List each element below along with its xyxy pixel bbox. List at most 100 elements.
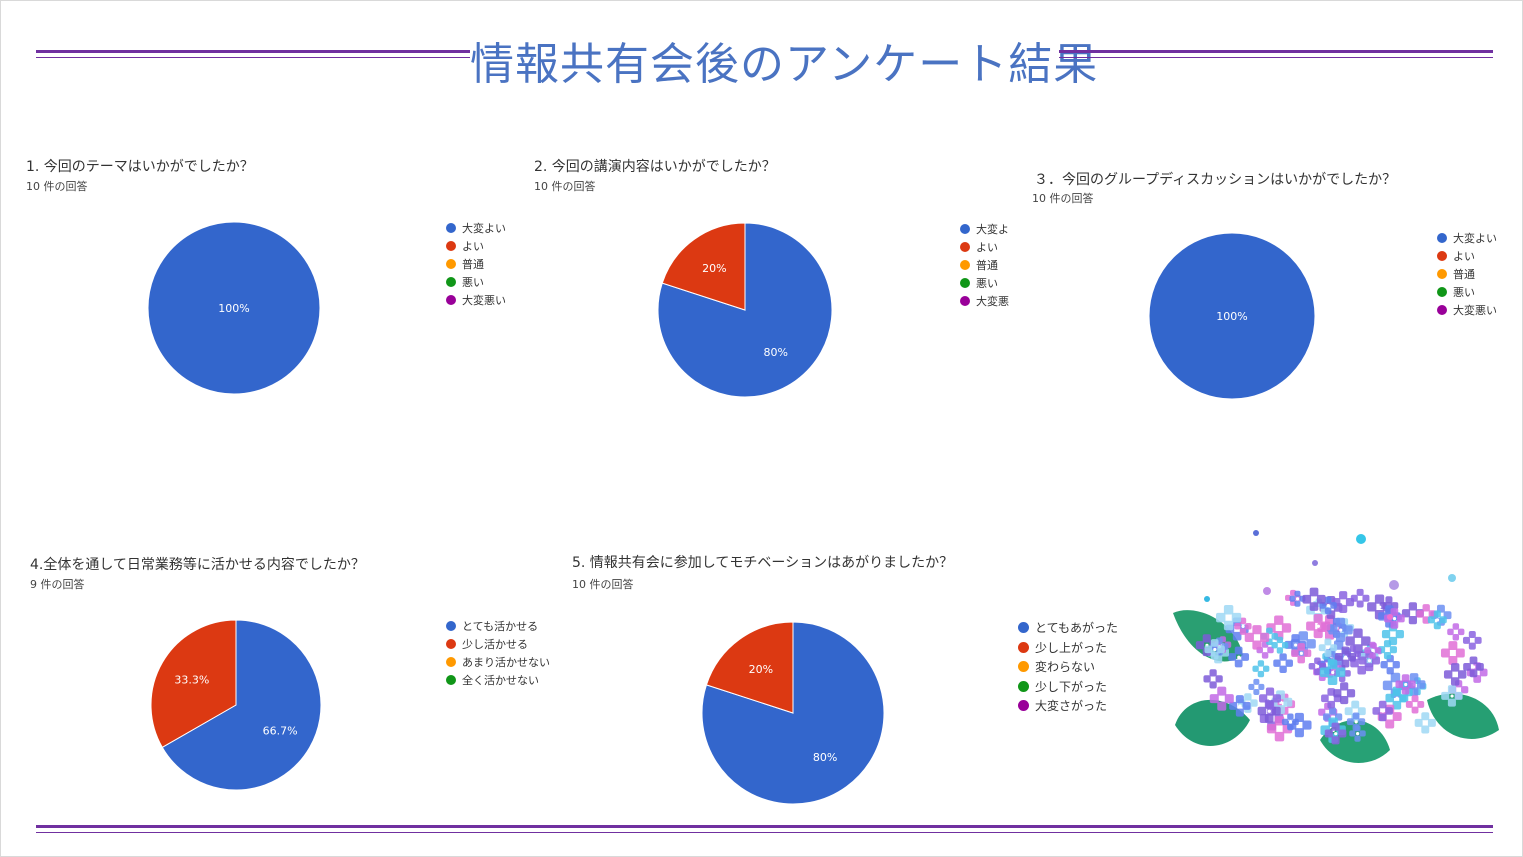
pie-slice-0 — [161, 619, 322, 791]
legend-swatch-icon — [960, 260, 970, 270]
legend-swatch-icon — [446, 223, 456, 233]
legend-label: 大変悪 — [976, 295, 1009, 308]
pie-label-1: 20% — [702, 262, 726, 275]
hydrangea-illustration — [1173, 530, 1499, 763]
pie-label-0: 80% — [813, 751, 837, 764]
legend-item: 大変よ — [960, 220, 1009, 238]
legend-label: あまり活かせない — [462, 656, 550, 669]
legend-swatch-icon — [1018, 680, 1029, 692]
legend-label: 大変さがった — [1035, 699, 1108, 714]
title-rule-right-bottom — [1059, 57, 1493, 58]
legend-label: 大変よ — [976, 223, 1009, 236]
pie-slice-0 — [147, 221, 321, 395]
survey-2-pie-chart: 80% 20% — [657, 222, 833, 398]
legend-item: 大変よい — [446, 219, 506, 237]
survey-2-response-count: 10 件の回答 — [534, 180, 596, 193]
legend-item: 大変さがった — [1018, 696, 1118, 716]
legend-item: とても活かせる — [446, 617, 550, 635]
survey-5-pie-chart: 80% 20% — [701, 621, 885, 805]
title-rule-left-bottom — [36, 57, 470, 58]
survey-1-pie-chart: 100% — [147, 221, 321, 395]
legend-label: 悪い — [462, 276, 484, 289]
survey-5-question: 5. 情報共有会に参加してモチベーションはあがりましたか？ — [572, 555, 954, 571]
title-rule-left-top — [36, 50, 470, 53]
legend-label: よい — [462, 240, 484, 253]
legend-swatch-icon — [446, 295, 456, 305]
legend-label: 変わらない — [1035, 660, 1096, 675]
legend-item: 普通 — [960, 256, 1009, 274]
legend-label: 大変よい — [1453, 232, 1497, 245]
legend-swatch-icon — [446, 241, 456, 251]
legend-item: 大変悪 — [960, 292, 1009, 310]
legend-swatch-icon — [960, 278, 970, 288]
survey-3-legend: 大変よいよい普通悪い 大変悪い — [1437, 229, 1497, 319]
legend-item: 大変悪い — [1437, 301, 1497, 319]
legend-swatch-icon — [1018, 700, 1029, 712]
legend-label: よい — [1453, 250, 1475, 263]
legend-item: 大変よい — [1437, 229, 1497, 247]
pie-slice-1 — [705, 621, 794, 714]
legend-swatch-icon — [960, 296, 970, 306]
survey-4-legend: とても活かせる 少し活かせるあまり活かせない全く活かせない — [446, 617, 550, 689]
pie-slice-1 — [661, 222, 746, 311]
legend-label: 悪い — [976, 277, 998, 290]
legend-label: 少し活かせる — [462, 638, 528, 651]
legend-label: 大変よい — [462, 222, 506, 235]
legend-swatch-icon — [1437, 305, 1447, 315]
legend-item: よい — [1437, 247, 1497, 265]
legend-swatch-icon — [446, 621, 456, 631]
legend-swatch-icon — [446, 259, 456, 269]
legend-item: 変わらない — [1018, 657, 1118, 677]
legend-label: 少し上がった — [1035, 640, 1108, 655]
legend-swatch-icon — [446, 277, 456, 287]
footer-rule-top — [36, 825, 1493, 828]
legend-item: とてもあがった — [1018, 618, 1118, 638]
survey-1-legend: 大変よいよい普通悪い大変悪い — [446, 219, 506, 309]
legend-item: よい — [960, 238, 1009, 256]
legend-item: 少し下がった — [1018, 677, 1118, 697]
legend-item: 全く活かせない — [446, 671, 550, 689]
footer-rule-bottom — [36, 832, 1493, 833]
legend-item: あまり活かせない — [446, 653, 550, 671]
survey-2-legend: 大変よよい普通悪い大変悪 — [960, 220, 1009, 310]
pie-label-1: 33.3% — [174, 673, 209, 686]
legend-swatch-icon — [1437, 269, 1447, 279]
survey-2-question: 2. 今回の講演内容はいかがでしたか？ — [534, 159, 776, 175]
legend-swatch-icon — [960, 224, 970, 234]
legend-swatch-icon — [960, 242, 970, 252]
legend-label: 普通 — [462, 258, 484, 271]
legend-swatch-icon — [1437, 287, 1447, 297]
pie-slice-0 — [1148, 232, 1316, 400]
pie-label-1: 20% — [749, 663, 773, 676]
falling-petals — [1204, 530, 1456, 620]
survey-5-legend: とてもあがった 少し上がった 変わらない少し下がった大変さがった — [1018, 618, 1118, 716]
legend-label: 普通 — [1453, 268, 1475, 281]
survey-3-question: ３．今回のグループディスカッションはいかがでしたか？ — [1034, 172, 1397, 188]
survey-4-pie-chart: 66.7% 33.3% — [150, 619, 322, 791]
legend-item: 普通 — [1437, 265, 1497, 283]
title-rule-right-top — [1059, 50, 1493, 53]
legend-label: とてもあがった — [1035, 621, 1119, 636]
legend-item: 悪い — [1437, 283, 1497, 301]
legend-label: 普通 — [976, 259, 998, 272]
pie-label-0: 100% — [218, 302, 249, 315]
legend-label: とても活かせる — [462, 620, 539, 633]
legend-item: 悪い — [960, 274, 1009, 292]
legend-label: 大変悪い — [462, 294, 506, 307]
legend-item: 少し活かせる — [446, 635, 550, 653]
pie-slice-1 — [150, 619, 237, 749]
legend-swatch-icon — [446, 657, 456, 667]
legend-swatch-icon — [1018, 641, 1029, 653]
survey-3-pie-chart: 100% — [1148, 232, 1316, 400]
legend-swatch-icon — [1437, 251, 1447, 261]
legend-swatch-icon — [1018, 622, 1029, 634]
legend-swatch-icon — [446, 639, 456, 649]
pie-label-0: 80% — [763, 346, 787, 359]
legend-item: よい — [446, 237, 506, 255]
pie-label-0: 66.7% — [263, 725, 298, 738]
pie-label-0: 100% — [1216, 310, 1247, 323]
legend-item: 悪い — [446, 273, 506, 291]
legend-label: よい — [976, 241, 998, 254]
legend-item: 大変悪い — [446, 291, 506, 309]
survey-1-question: 1. 今回のテーマはいかがでしたか？ — [26, 159, 254, 175]
